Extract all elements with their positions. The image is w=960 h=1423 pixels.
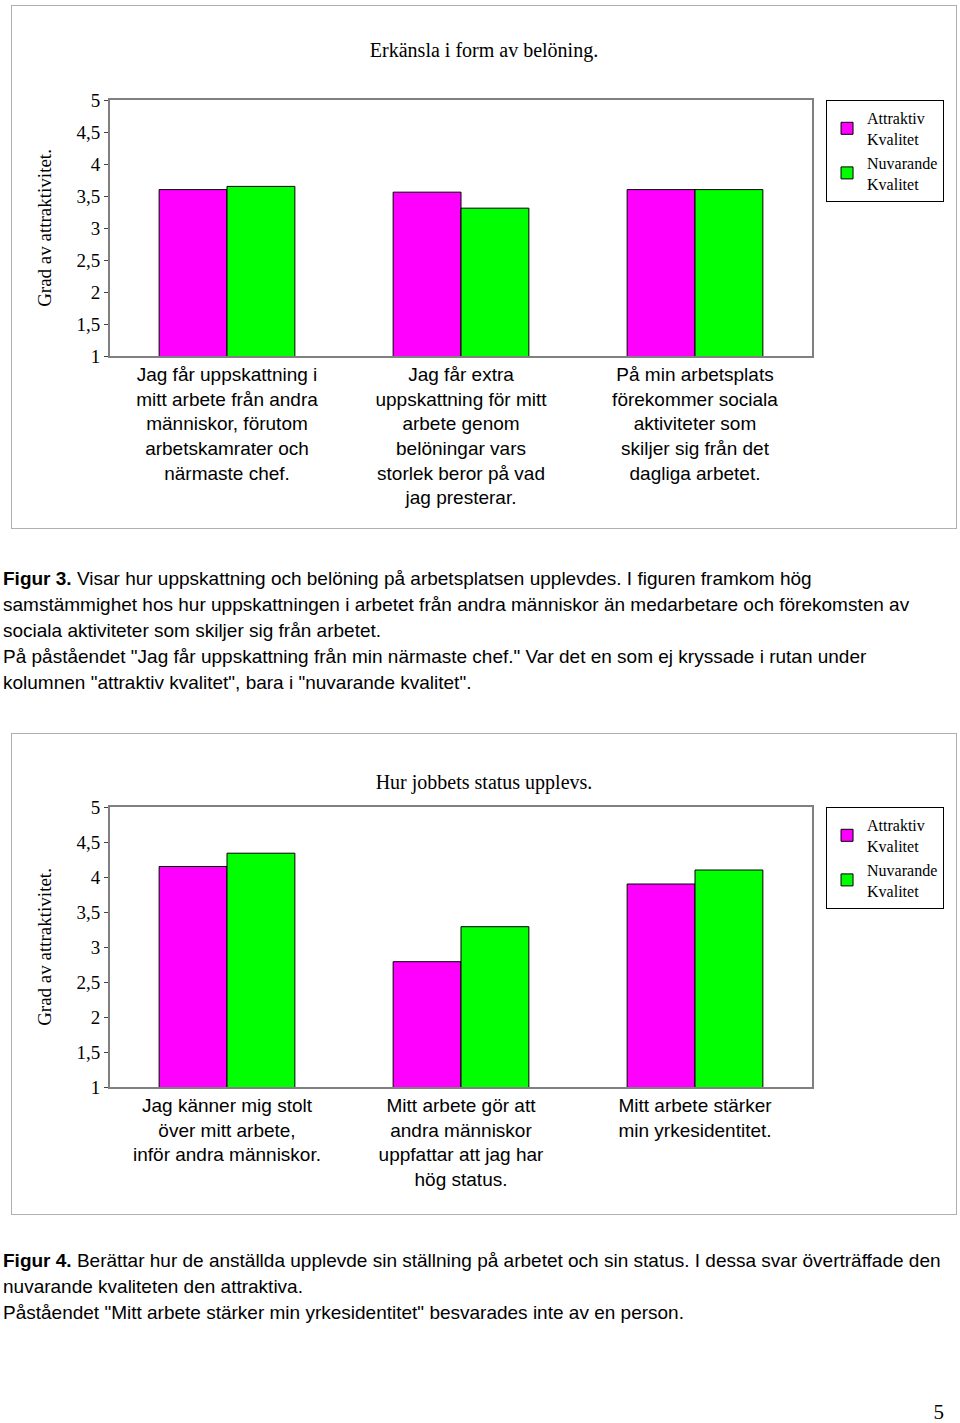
svg-text:Mitt arbete gör attandra männi: Mitt arbete gör attandra människoruppfat… [379,1095,544,1190]
svg-text:Grad av attraktivitet.: Grad av attraktivitet. [34,149,55,307]
svg-text:3: 3 [91,937,101,958]
svg-text:AttraktivKvalitet: AttraktivKvalitet [867,817,925,855]
svg-text:Erkänsla i form av belöning.: Erkänsla i form av belöning. [370,39,598,62]
svg-text:3: 3 [91,218,101,239]
svg-text:2,5: 2,5 [76,250,100,271]
svg-text:På min arbetsplatsförekommer s: På min arbetsplatsförekommer socialaakti… [612,364,778,484]
svg-text:5: 5 [91,90,101,111]
svg-text:Grad av attraktivitet.: Grad av attraktivitet. [34,868,55,1026]
svg-text:5: 5 [91,797,101,818]
html-text:5: 5 [933,1400,944,1423]
svg-text:Jag känner mig stoltöver mitt: Jag känner mig stoltöver mitt arbete,inf… [133,1095,321,1165]
html-text:Figur 4. Berättar hur de anstä: Figur 4. Berättar hur de anställda upple… [3,1250,941,1297]
svg-text:Hur jobbets status upplevs.: Hur jobbets status upplevs. [376,771,593,794]
svg-text:4: 4 [91,867,101,888]
svg-text:3,5: 3,5 [76,186,100,207]
svg-text:3,5: 3,5 [76,902,100,923]
html-text:På påståendet "Jag får uppskat: På påståendet "Jag får uppskattning från… [3,646,867,693]
svg-text:Jag får extrauppskattning för: Jag får extrauppskattning för mittarbete… [375,364,547,509]
svg-text:2: 2 [91,1007,101,1028]
svg-text:4,5: 4,5 [76,122,100,143]
html-text:Figur 3. Visar hur uppskattnin: Figur 3. Visar hur uppskattning och belö… [3,568,910,641]
svg-text:1,5: 1,5 [76,1042,100,1063]
svg-text:2,5: 2,5 [76,972,100,993]
svg-text:2: 2 [91,282,101,303]
svg-text:Jag får uppskattning imitt arb: Jag får uppskattning imitt arbete från a… [136,364,318,484]
svg-text:4: 4 [91,154,101,175]
html-text:Påståendet "Mitt arbete stärke: Påståendet "Mitt arbete stärker min yrke… [3,1302,684,1323]
svg-text:1,5: 1,5 [76,314,100,335]
svg-text:Mitt arbete stärkermin yrkesid: Mitt arbete stärkermin yrkesidentitet. [618,1095,772,1141]
svg-text:4,5: 4,5 [76,832,100,853]
svg-text:1: 1 [91,346,101,367]
svg-text:NuvarandeKvalitet: NuvarandeKvalitet [867,155,937,193]
svg-text:AttraktivKvalitet: AttraktivKvalitet [867,110,925,148]
svg-text:NuvarandeKvalitet: NuvarandeKvalitet [867,862,937,900]
svg-text:1: 1 [91,1077,101,1098]
